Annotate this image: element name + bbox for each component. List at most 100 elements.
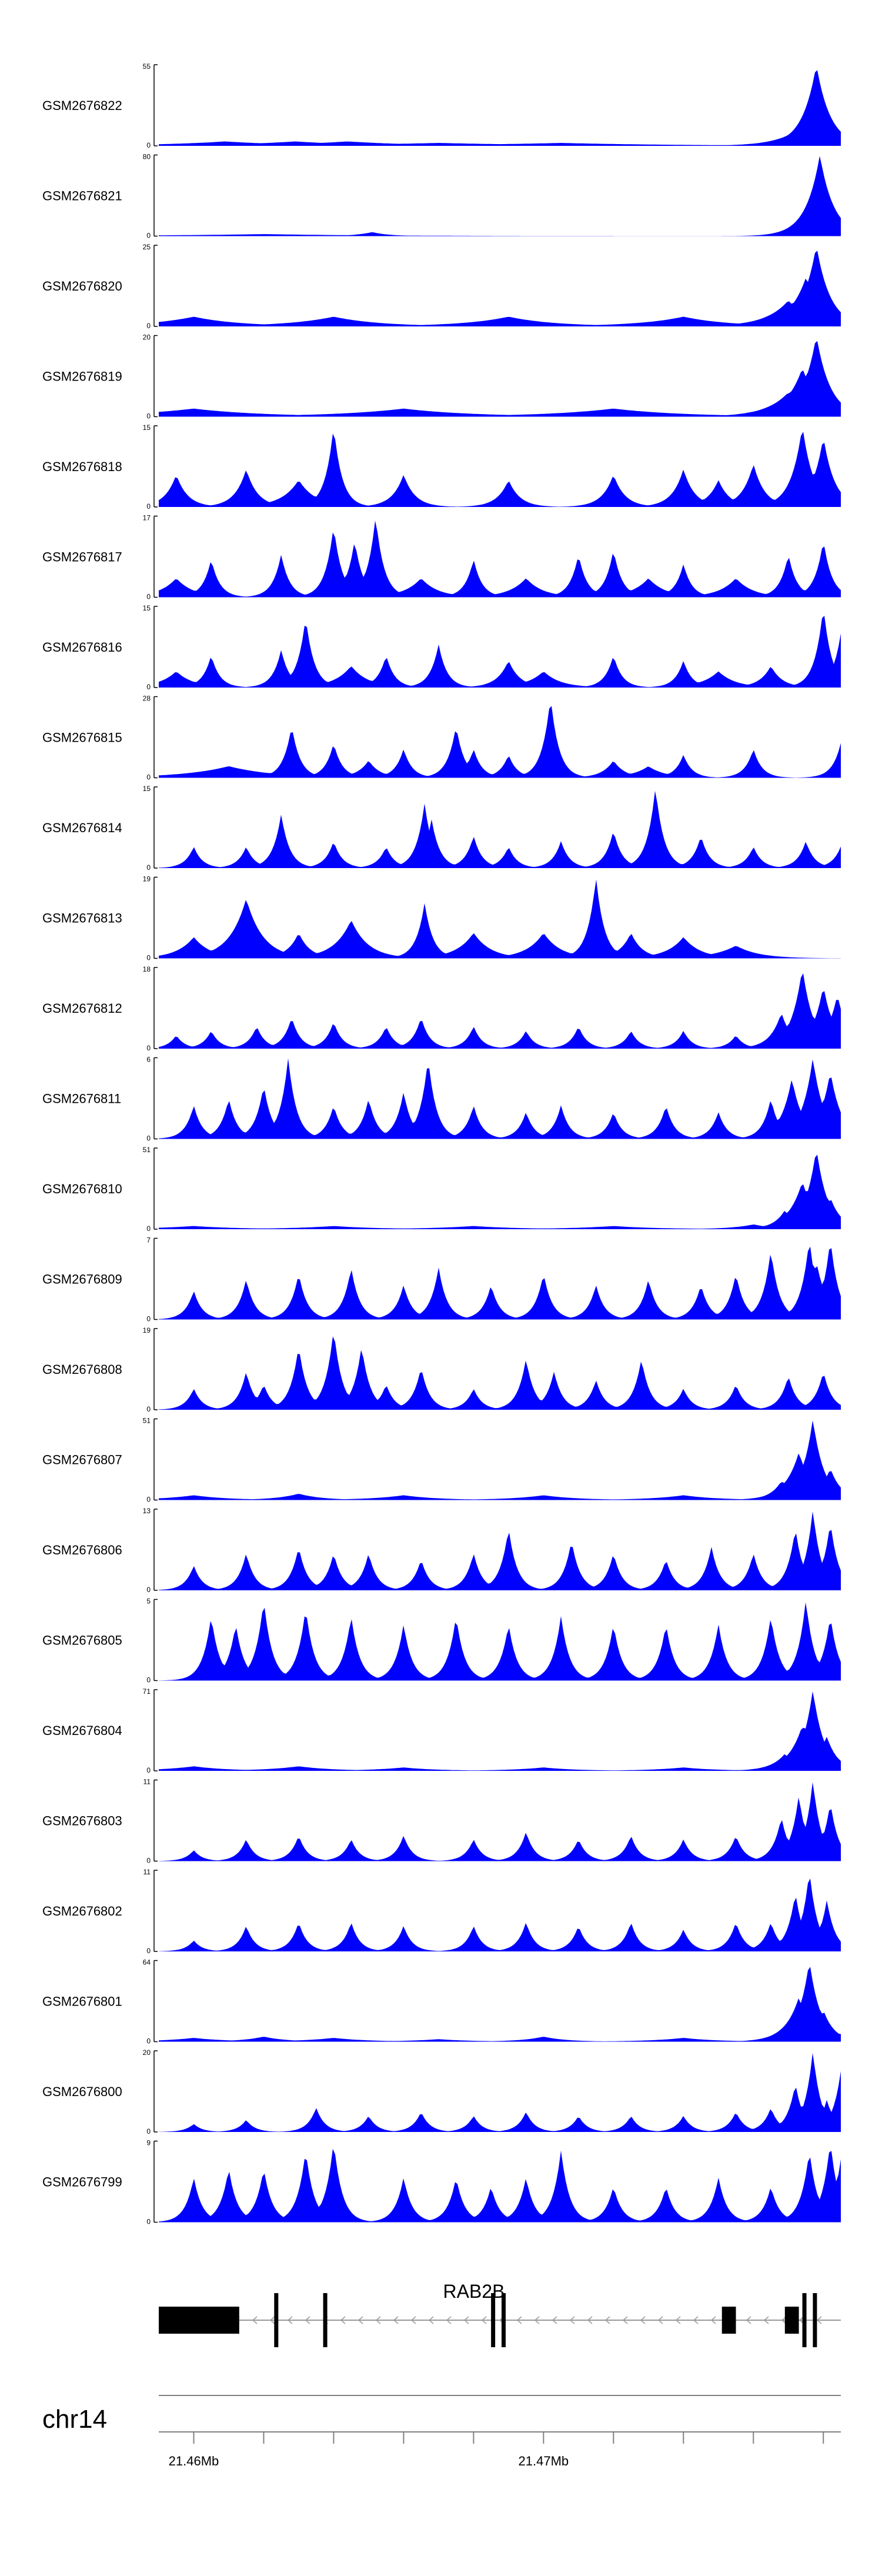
coverage-area bbox=[159, 790, 841, 868]
coverage-area bbox=[159, 1967, 841, 2042]
track: GSM2676810 51 0 bbox=[42, 1146, 841, 1233]
track-label: GSM2676813 bbox=[42, 911, 122, 926]
track-label: GSM2676810 bbox=[42, 1182, 122, 1196]
y-axis-min-label: 0 bbox=[146, 502, 151, 510]
track: GSM2676808 19 0 bbox=[42, 1326, 841, 1413]
coverage-area bbox=[159, 1782, 841, 1861]
y-axis-min-label: 0 bbox=[146, 322, 151, 330]
y-axis-min-label: 0 bbox=[146, 1224, 151, 1233]
track: GSM2676807 51 0 bbox=[42, 1417, 841, 1504]
track-label: GSM2676809 bbox=[42, 1272, 122, 1287]
track-label: GSM2676821 bbox=[42, 189, 122, 203]
strand-arrow bbox=[252, 2316, 258, 2324]
track-label: GSM2676820 bbox=[42, 279, 122, 293]
y-axis-max-label: 20 bbox=[143, 333, 151, 342]
coverage-area bbox=[159, 251, 841, 326]
y-axis-min-label: 0 bbox=[146, 232, 151, 240]
strand-arrow bbox=[463, 2316, 469, 2324]
track: GSM2676801 64 0 bbox=[42, 1958, 841, 2046]
coverage-area bbox=[159, 2053, 841, 2132]
track-label: GSM2676807 bbox=[42, 1453, 122, 1467]
strand-arrow bbox=[393, 2316, 399, 2324]
coverage-area bbox=[159, 1878, 841, 1951]
strand-arrow bbox=[693, 2316, 699, 2324]
exon bbox=[274, 2293, 279, 2347]
y-axis-max-label: 17 bbox=[143, 514, 151, 522]
y-axis-min-label: 0 bbox=[146, 412, 151, 421]
track-label: GSM2676811 bbox=[42, 1092, 121, 1106]
axis-tick-label: 21.46Mb bbox=[169, 2454, 219, 2468]
exon bbox=[813, 2293, 817, 2347]
y-axis-max-label: 55 bbox=[143, 62, 151, 71]
track-label: GSM2676817 bbox=[42, 550, 122, 565]
coverage-area bbox=[159, 1511, 841, 1590]
y-axis-min-label: 0 bbox=[146, 773, 151, 782]
coverage-area bbox=[159, 1420, 841, 1500]
strand-arrow bbox=[710, 2316, 716, 2324]
track: GSM2676811 6 0 bbox=[42, 1056, 841, 1143]
gene-track: RAB2B bbox=[159, 2281, 841, 2347]
coverage-tracks: GSM2676822550GSM2676821800GSM2676820250G… bbox=[42, 62, 841, 2226]
track: GSM2676804 71 0 bbox=[42, 1687, 841, 1774]
y-axis-max-label: 19 bbox=[143, 875, 151, 883]
y-axis-max-label: 28 bbox=[143, 695, 151, 703]
strand-arrow bbox=[534, 2316, 540, 2324]
strand-arrow bbox=[640, 2316, 646, 2324]
strand-arrow bbox=[622, 2316, 628, 2324]
exon bbox=[802, 2293, 807, 2347]
strand-arrow bbox=[481, 2316, 487, 2324]
strand-arrow bbox=[657, 2316, 663, 2324]
y-axis-min-label: 0 bbox=[146, 683, 151, 691]
y-axis-min-label: 0 bbox=[146, 141, 151, 149]
track: GSM2676815 28 0 bbox=[42, 695, 841, 782]
y-axis-min-label: 0 bbox=[146, 1134, 151, 1143]
coverage-area bbox=[159, 2148, 841, 2223]
track: GSM2676820 25 0 bbox=[42, 243, 841, 330]
strand-arrow bbox=[516, 2316, 522, 2324]
track: GSM2676809 7 0 bbox=[42, 1236, 841, 1323]
y-axis-min-label: 0 bbox=[146, 863, 151, 872]
y-axis-max-label: 15 bbox=[143, 423, 151, 432]
y-axis-max-label: 7 bbox=[146, 1236, 151, 1244]
track-label: GSM2676799 bbox=[42, 2175, 122, 2190]
track: GSM2676816 15 0 bbox=[42, 604, 841, 691]
track-label: GSM2676800 bbox=[42, 2084, 122, 2099]
strand-arrow bbox=[746, 2316, 751, 2324]
coverage-area bbox=[159, 341, 841, 417]
strand-arrow bbox=[287, 2316, 293, 2324]
y-axis-max-label: 5 bbox=[146, 1597, 151, 1606]
coverage-area bbox=[159, 973, 841, 1049]
y-axis-max-label: 19 bbox=[143, 1326, 151, 1334]
strand-arrow bbox=[428, 2316, 434, 2324]
strand-arrow bbox=[340, 2316, 346, 2324]
y-axis-min-label: 0 bbox=[146, 1676, 151, 1684]
track-label: GSM2676812 bbox=[42, 1001, 122, 1016]
track-label: GSM2676801 bbox=[42, 1994, 122, 2009]
y-axis-max-label: 15 bbox=[143, 604, 151, 612]
exon bbox=[501, 2293, 506, 2347]
strand-arrow bbox=[781, 2316, 787, 2324]
exon bbox=[721, 2307, 736, 2334]
strand-arrow bbox=[675, 2316, 681, 2324]
coverage-area bbox=[159, 70, 841, 146]
strand-arrow bbox=[763, 2316, 769, 2324]
axis-tick-label: 21.47Mb bbox=[519, 2454, 569, 2468]
track-label: GSM2676822 bbox=[42, 98, 122, 113]
strand-arrow bbox=[358, 2316, 363, 2324]
track: GSM2676813 19 0 bbox=[42, 875, 841, 962]
exon bbox=[159, 2307, 239, 2334]
strand-arrow bbox=[375, 2316, 381, 2324]
y-axis-min-label: 0 bbox=[146, 1857, 151, 1865]
track: GSM2676802 11 0 bbox=[42, 1868, 841, 1955]
coverage-area bbox=[159, 1336, 841, 1410]
track: GSM2676817 17 0 bbox=[42, 514, 841, 601]
y-axis-max-label: 18 bbox=[143, 965, 151, 973]
coverage-area bbox=[159, 1246, 841, 1320]
y-axis-max-label: 20 bbox=[143, 2048, 151, 2057]
track-label: GSM2676819 bbox=[42, 369, 122, 384]
y-axis-min-label: 0 bbox=[146, 1315, 151, 1323]
y-axis-min-label: 0 bbox=[146, 954, 151, 962]
coverage-area bbox=[159, 879, 841, 959]
track: GSM2676805 5 0 bbox=[42, 1597, 841, 1684]
